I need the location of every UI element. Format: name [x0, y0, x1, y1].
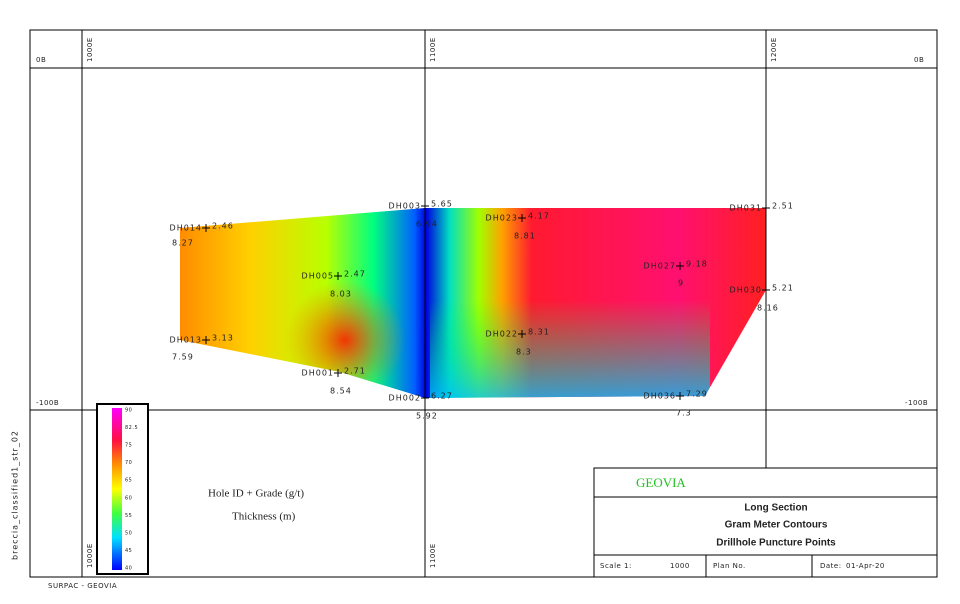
legend-label: 70 — [125, 460, 132, 466]
key-text: Hole ID + Grade (g/t) — [208, 488, 304, 500]
hole-thickness: 7.3 — [676, 409, 692, 418]
title-line: Drillhole Puncture Points — [716, 538, 836, 549]
brand: GEOVIA — [636, 475, 686, 490]
frame — [29, 29, 938, 578]
hole-thickness: 8.54 — [330, 387, 352, 396]
hole-id: DH022 — [486, 330, 518, 339]
hole-id: DH005 — [302, 272, 334, 281]
hole-grade: 3.13 — [212, 334, 234, 343]
legend-label: 82.5 — [125, 425, 138, 431]
northing-label: -100B — [36, 399, 59, 407]
legend-box — [96, 403, 149, 575]
hole-id: DH031 — [730, 204, 762, 213]
legend-label: 75 — [125, 443, 132, 449]
scale-value: 1000 — [670, 562, 690, 570]
hole-id: DH023 — [486, 214, 518, 223]
hole-thickness: 8.27 — [172, 239, 194, 248]
hole-id: DH013 — [170, 336, 202, 345]
legend-label: 45 — [125, 548, 132, 554]
northing-label: 0B — [914, 56, 924, 64]
hole-grade: 9.18 — [686, 260, 708, 269]
hole-thickness: 8.3 — [516, 348, 532, 357]
title-line: Gram Meter Contours — [725, 520, 828, 531]
title-line: Long Section — [744, 503, 807, 514]
hole-thickness: 8.03 — [330, 290, 352, 299]
northing-label: 0B — [36, 56, 46, 64]
easting-label: 1100E — [429, 37, 437, 62]
easting-label: 1000E — [86, 543, 94, 568]
hole-grade: 5.21 — [772, 284, 794, 293]
legend-label: 50 — [125, 530, 132, 536]
hole-grade: 2.46 — [212, 222, 234, 231]
hole-grade: 2.47 — [344, 270, 366, 279]
date-label: Date: — [820, 562, 842, 570]
title-block — [593, 467, 938, 578]
easting-label: 1100E — [429, 543, 437, 568]
hole-id: DH014 — [170, 224, 202, 233]
hole-grade: 7.29 — [686, 390, 708, 399]
hole-grade: 4.17 — [528, 212, 550, 221]
legend-label: 40 — [125, 566, 132, 572]
footer: SURPAC - GEOVIA — [48, 582, 117, 590]
legend-label: 90 — [125, 408, 132, 414]
northing-label: -100B — [905, 399, 928, 407]
hole-thickness: 8.81 — [514, 232, 536, 241]
contour-fill — [180, 208, 766, 398]
hole-id: DH027 — [644, 262, 676, 271]
legend-label: 55 — [125, 513, 132, 519]
hole-thickness: 7.59 — [172, 353, 194, 362]
hole-grade: 8.31 — [528, 328, 550, 337]
hole-id: DH003 — [389, 202, 421, 211]
easting-label: 1000E — [86, 37, 94, 62]
hole-thickness: 8.16 — [757, 304, 779, 313]
hole-thickness: 9 — [678, 279, 684, 288]
hole-grade: 5.65 — [431, 200, 453, 209]
hole-grade: 6.27 — [431, 392, 453, 401]
date-value: 01-Apr-20 — [846, 562, 885, 570]
hole-grade: 2.71 — [344, 367, 366, 376]
hole-id: DH036 — [644, 392, 676, 401]
hole-id: DH030 — [730, 286, 762, 295]
easting-label: 1200E — [770, 37, 778, 62]
legend-label: 60 — [125, 495, 132, 501]
scale-label: Scale 1: — [600, 562, 632, 570]
hole-thickness: 6.94 — [416, 220, 438, 229]
hole-id: DH002 — [389, 394, 421, 403]
legend-label: 65 — [125, 478, 132, 484]
side-label: breccia_classified1_str_02 — [11, 430, 20, 560]
key-text: Thickness (m) — [232, 511, 296, 523]
hole-id: DH001 — [302, 369, 334, 378]
hole-thickness: 5.92 — [416, 412, 438, 421]
plan-label: Plan No. — [713, 562, 746, 570]
legend-bar — [112, 408, 122, 570]
hole-grade: 2.51 — [772, 202, 794, 211]
